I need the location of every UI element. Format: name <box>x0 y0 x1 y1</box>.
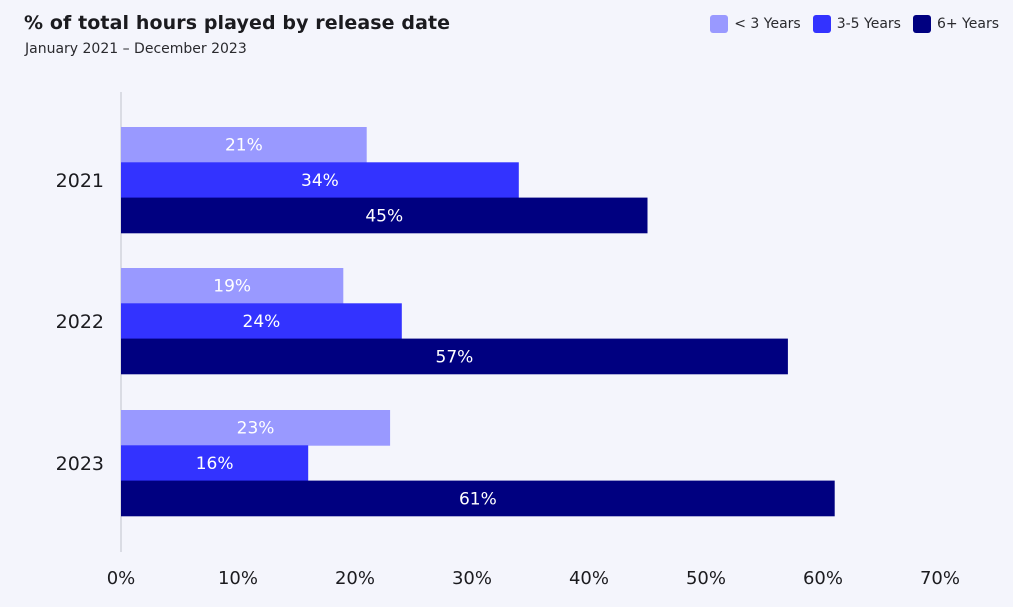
bar-2021-3-years <box>121 127 367 163</box>
bar-label-2021-3-5-years: 34% <box>301 171 339 191</box>
bar-2022-3-5-years <box>121 303 402 339</box>
bar-label-2022-3-years: 19% <box>213 277 251 297</box>
chart-title: % of total hours played by release date <box>24 12 451 34</box>
chart-subtitle: January 2021 – December 2023 <box>25 41 247 57</box>
legend-label-3-5-years: 3-5 Years <box>836 16 901 32</box>
legend-item-6-plus-years: 6+ Years <box>912 15 999 33</box>
category-label-2022: 2022 <box>56 311 104 333</box>
x-tick-label-50: 50% <box>686 568 726 589</box>
bar-label-2023-3-years: 23% <box>237 419 275 439</box>
bar-2021-3-5-years <box>121 162 519 198</box>
bar-label-2023-3-5-years: 16% <box>196 454 234 474</box>
bar-label-2021-3-years: 21% <box>225 136 263 156</box>
legend-swatch-under-3-years <box>710 15 729 33</box>
bar-2023-3-5-years <box>121 445 309 481</box>
category-label-2023: 2023 <box>56 453 104 475</box>
bar-2022-6-years <box>121 338 788 375</box>
legend-swatch-6-plus-years <box>912 15 931 33</box>
bar-2021-6-years <box>121 197 648 234</box>
bar-label-2022-3-5-years: 24% <box>243 312 281 332</box>
x-tick-label-70: 70% <box>920 568 960 589</box>
x-tick-label-60: 60% <box>803 568 843 589</box>
x-tick-label-20: 20% <box>335 568 375 589</box>
bar-label-2021-6-years: 45% <box>365 206 403 226</box>
bar-2022-3-years <box>121 268 344 304</box>
bar-2023-3-years <box>121 410 391 446</box>
legend-label-6-plus-years: 6+ Years <box>936 16 999 32</box>
bar-label-2022-6-years: 57% <box>436 347 474 367</box>
x-tick-label-40: 40% <box>569 568 609 589</box>
category-label-2021: 2021 <box>56 170 104 192</box>
x-tick-label-30: 30% <box>452 568 492 589</box>
legend-swatch-3-5-years <box>812 15 831 33</box>
x-tick-label-10: 10% <box>218 568 258 589</box>
legend-label-under-3-years: < 3 Years <box>734 16 801 32</box>
legend-item-3-5-years: 3-5 Years <box>812 15 901 33</box>
bar-2023-6-years <box>121 480 835 517</box>
chart-legend: < 3 Years 3-5 Years 6+ Years <box>710 15 999 33</box>
legend-item-under-3-years: < 3 Years <box>710 15 801 33</box>
x-tick-label-0: 0% <box>107 568 136 589</box>
bar-label-2023-6-years: 61% <box>459 489 497 509</box>
